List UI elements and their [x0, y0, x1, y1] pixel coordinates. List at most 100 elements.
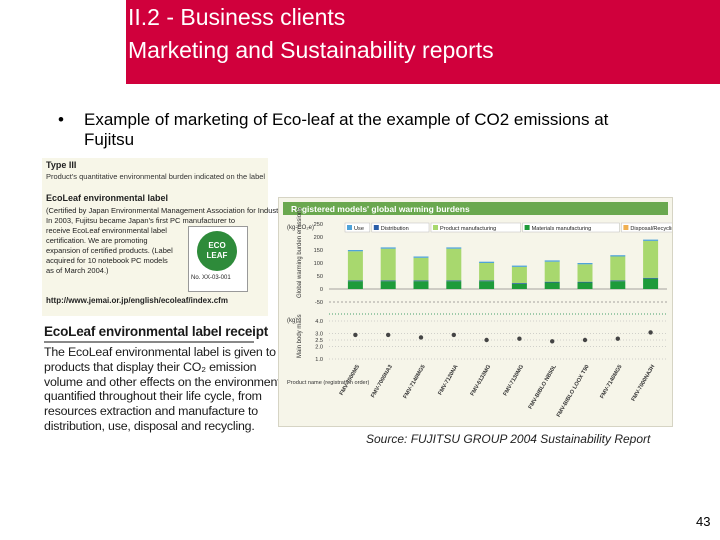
- legend-swatch: [433, 225, 438, 230]
- legend-box: [344, 222, 371, 233]
- upper-tick-label: -50: [315, 300, 323, 306]
- bar-segment: [643, 278, 659, 289]
- bar-segment: [446, 247, 462, 249]
- mass-point: [648, 330, 653, 335]
- lower-tick-label: 3.0: [315, 332, 323, 338]
- mass-point: [484, 337, 489, 343]
- bar-segment: [413, 256, 429, 258]
- ecoleaf-url[interactable]: http://www.jemai.or.jp/english/ecoleaf/i…: [46, 296, 228, 305]
- bar-segment: [347, 250, 363, 252]
- bar-segment: [347, 251, 363, 281]
- bar-segment: [643, 277, 659, 279]
- bar-segment: [511, 283, 527, 284]
- category-label: FMV-7000NA3: [370, 364, 394, 399]
- upper-tick-label: 100: [314, 261, 323, 267]
- bullet-marker: •: [58, 110, 64, 129]
- ecoleaf-badge-number: No. XX-03-001: [191, 275, 231, 281]
- legend-swatch: [347, 225, 352, 230]
- lower-tick-label: 1.0: [315, 357, 323, 363]
- bar-segment: [577, 282, 593, 289]
- bar-segment: [479, 263, 495, 281]
- category-label: FMV-7120NA: [437, 364, 459, 396]
- chart-title-bar: [283, 202, 668, 215]
- global-warming-chart: Registered models' global warming burden…: [283, 202, 701, 418]
- bar-segment: [577, 281, 593, 283]
- receipt-title: EcoLeaf environmental label receipt: [44, 324, 269, 339]
- bar-segment: [544, 281, 560, 283]
- bullet-text: Example of marketing of Eco-leaf at the …: [84, 110, 609, 149]
- slide-subtitle: Marketing and Sustainability reports: [128, 37, 494, 63]
- source-note: Source: FUJITSU GROUP 2004 Sustainabilit…: [366, 432, 651, 446]
- bar-segment: [544, 261, 560, 282]
- bar-segment: [577, 264, 593, 282]
- mass-point: [353, 332, 358, 338]
- mass-point: [418, 335, 424, 340]
- legend-swatch: [373, 225, 379, 230]
- bar-segment: [380, 281, 396, 289]
- bar-segment: [413, 281, 429, 289]
- bar-segment: [479, 281, 495, 289]
- legend-label: Disposal/Recycling: [630, 226, 672, 232]
- bar-segment: [544, 282, 560, 289]
- lower-tick-label: 4.0: [315, 319, 323, 325]
- mass-point: [582, 337, 588, 343]
- upper-tick-label: 50: [317, 274, 323, 280]
- bar-segment: [577, 263, 593, 265]
- bar-segment: [380, 248, 396, 281]
- bar-segment: [446, 280, 462, 282]
- legend-box: [430, 222, 521, 233]
- lower-axis-label: Main body mass: [297, 314, 303, 358]
- legend-label: Use: [354, 226, 364, 232]
- mass-point: [386, 332, 391, 338]
- receipt-body: The EcoLeaf environmental label is given…: [44, 345, 281, 433]
- ecoleaf-heading: EcoLeaf environmental label: [46, 193, 169, 203]
- lower-unit: (kg): [287, 318, 297, 324]
- slide-title: II.2 - Business clients: [128, 4, 346, 30]
- category-label: FMV-7000NA3H: [631, 364, 657, 403]
- category-label: FMV-7140MG5: [403, 364, 427, 400]
- bar-segment: [544, 260, 560, 262]
- legend-box: [371, 222, 430, 233]
- ecoleaf-badge: ECO LEAF No. XX-03-001: [188, 226, 248, 292]
- bar-segment: [380, 247, 396, 249]
- legend-label: Materials manufacturing: [532, 226, 592, 232]
- bar-segment: [446, 281, 462, 289]
- upper-tick-label: 0: [320, 287, 323, 293]
- chart-panel: Registered models' global warming burden…: [278, 197, 701, 427]
- upper-tick-label: 200: [314, 235, 323, 241]
- title-banner: [126, 0, 720, 84]
- chart-unit: (kg-CO₂e): [287, 225, 314, 231]
- bar-segment: [479, 261, 495, 263]
- bar-segment: [413, 257, 429, 281]
- bar-segment: [643, 240, 659, 278]
- lower-tick-label: 2.0: [315, 344, 323, 350]
- x-axis-label: Product name (registration order): [287, 380, 370, 386]
- mass-point: [550, 339, 555, 344]
- category-label: FMV-BIBLO NB50L: [528, 364, 559, 411]
- mass-point: [615, 336, 620, 341]
- upper-tick-label: 150: [314, 248, 323, 254]
- upper-tick-label: 250: [314, 222, 323, 228]
- legend-swatch: [623, 225, 629, 230]
- legend-box: [522, 222, 620, 233]
- type-title: Type III: [46, 160, 77, 170]
- upper-axis-label: Global warming burden emissions: [297, 208, 303, 298]
- bar-segment: [479, 280, 495, 282]
- ecoleaf-logo-icon: ECO LEAF: [197, 231, 237, 271]
- bar-segment: [511, 283, 527, 289]
- page-number: 43: [696, 514, 711, 529]
- bar-segment: [511, 266, 527, 284]
- bar-segment: [413, 280, 429, 282]
- bar-segment: [610, 256, 626, 281]
- category-label: FMV-7140MG5: [599, 364, 623, 400]
- bar-segment: [446, 248, 462, 281]
- category-label: FMV-BIBLO LOOX T90: [556, 364, 591, 418]
- chart-title: Registered models' global warming burden…: [291, 204, 470, 214]
- legend-swatch: [524, 225, 530, 230]
- type-subtitle: Product's quantitative environmental bur…: [46, 172, 266, 181]
- mass-point: [451, 332, 456, 338]
- bar-segment: [610, 280, 626, 282]
- bar-segment: [380, 280, 396, 282]
- bar-segment: [511, 265, 527, 267]
- legend-label: Product manufacturing: [440, 226, 496, 232]
